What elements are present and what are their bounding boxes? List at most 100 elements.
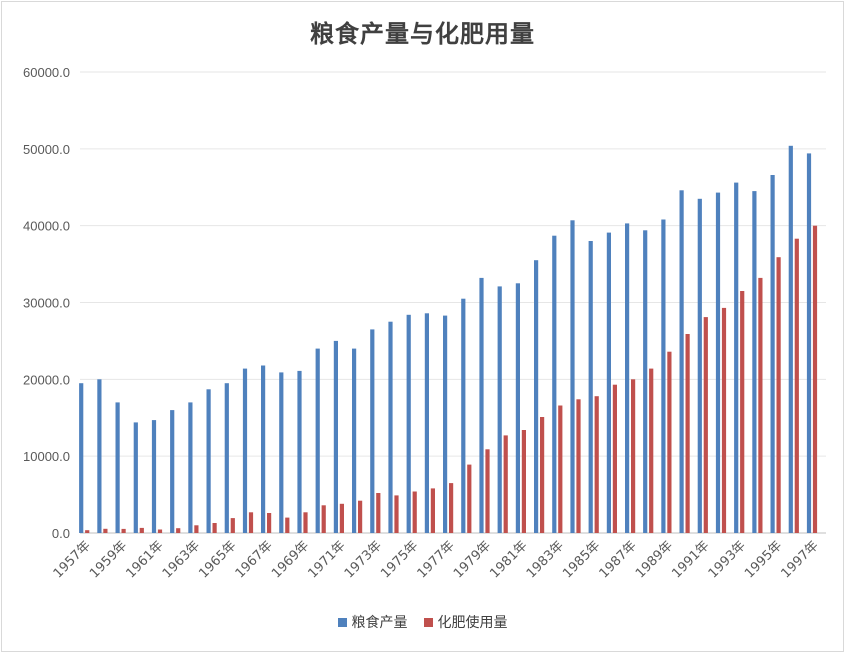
bar-series-2 bbox=[794, 238, 799, 533]
bar-series-2 bbox=[685, 334, 690, 533]
x-tick-label: 1987年 bbox=[597, 538, 640, 581]
bar-series-1 bbox=[279, 372, 284, 533]
bar-series-2 bbox=[176, 528, 181, 533]
bar-series-1 bbox=[443, 315, 448, 533]
bar-series-1 bbox=[133, 422, 138, 533]
bar-series-2 bbox=[703, 317, 708, 533]
bar-series-2 bbox=[303, 512, 308, 533]
bar-series-1 bbox=[479, 277, 484, 533]
bar-series-2 bbox=[321, 505, 326, 533]
bar-series-1 bbox=[151, 420, 157, 533]
bar-series-2 bbox=[394, 495, 399, 533]
x-tick-label: 1991年 bbox=[669, 538, 712, 581]
bar-series-2 bbox=[594, 396, 599, 533]
bar-series-1 bbox=[315, 348, 320, 533]
y-tick-label: 30000.0 bbox=[23, 296, 70, 311]
legend-swatch-series-2 bbox=[423, 617, 433, 627]
bar-series-1 bbox=[333, 340, 338, 533]
x-tick-label: 1997年 bbox=[779, 538, 822, 581]
x-tick-label: 1967年 bbox=[233, 538, 276, 581]
x-tick-label: 1965年 bbox=[196, 538, 239, 581]
x-tick-label: 1975年 bbox=[378, 538, 421, 581]
y-tick-label: 0.0 bbox=[52, 526, 70, 541]
x-tick-label: 1993年 bbox=[706, 538, 749, 581]
y-tick-label: 40000.0 bbox=[23, 219, 70, 234]
chart-title: 粮食产量与化肥用量 bbox=[310, 20, 535, 48]
bar-series-2 bbox=[157, 529, 163, 533]
x-axis: 1957年1959年1961年1963年1965年1967年1969年1971年… bbox=[51, 538, 822, 581]
x-tick-label: 1989年 bbox=[633, 538, 676, 581]
x-tick-label: 1959年 bbox=[87, 538, 130, 581]
bar-series-2 bbox=[339, 503, 344, 533]
x-tick-label: 1995年 bbox=[742, 538, 785, 581]
y-axis: 0.0 10000.0 20000.0 30000.0 40000.0 50000.0 60… bbox=[23, 65, 70, 541]
bar-series-1 bbox=[206, 389, 211, 533]
bar-series-1 bbox=[388, 321, 393, 533]
bar-series-1 bbox=[406, 314, 411, 533]
y-tick-label: 10000.0 bbox=[23, 449, 70, 464]
bar-series-1 bbox=[79, 383, 84, 533]
legend: 粮食产量 化肥使用量 bbox=[0, 612, 845, 632]
bar-series-2 bbox=[430, 488, 435, 533]
bar-series-1 bbox=[515, 283, 520, 533]
y-tick-label: 20000.0 bbox=[23, 372, 70, 387]
bar-series-1 bbox=[424, 313, 429, 533]
x-tick-label: 1957年 bbox=[51, 538, 94, 581]
bars bbox=[79, 145, 818, 534]
bar-series-2 bbox=[576, 399, 581, 533]
bar-series-2 bbox=[103, 528, 108, 533]
bar-series-1 bbox=[188, 402, 193, 533]
bar-series-2 bbox=[194, 525, 199, 533]
x-tick-label: 1961年 bbox=[124, 538, 167, 581]
bar-series-2 bbox=[230, 518, 235, 533]
bar-series-2 bbox=[85, 530, 90, 533]
bar-series-1 bbox=[170, 410, 175, 533]
x-tick-label: 1981年 bbox=[487, 538, 530, 581]
bar-series-2 bbox=[540, 417, 545, 533]
bar-series-1 bbox=[261, 365, 266, 533]
bar-series-2 bbox=[558, 405, 563, 533]
y-tick-label: 60000.0 bbox=[23, 65, 70, 80]
bar-series-1 bbox=[625, 223, 630, 533]
bar-series-1 bbox=[734, 182, 739, 533]
bar-series-2 bbox=[121, 528, 126, 533]
bar-series-1 bbox=[115, 402, 120, 533]
bar-series-1 bbox=[461, 298, 466, 533]
bar-series-2 bbox=[358, 500, 363, 533]
legend-label-series-1: 粮食产量 bbox=[351, 615, 408, 631]
bar-series-1 bbox=[606, 232, 611, 533]
bar-series-2 bbox=[485, 449, 490, 533]
bar-series-2 bbox=[740, 291, 745, 533]
bar-series-2 bbox=[667, 351, 672, 533]
bar-series-2 bbox=[758, 277, 763, 533]
bar-series-1 bbox=[697, 198, 702, 534]
bar-series-2 bbox=[521, 430, 526, 533]
bar-series-1 bbox=[534, 260, 539, 533]
x-tick-label: 1963年 bbox=[160, 538, 203, 581]
legend-label-series-2: 化肥使用量 bbox=[437, 615, 508, 631]
bar-series-1 bbox=[715, 192, 721, 533]
x-tick-label: 1983年 bbox=[524, 538, 567, 581]
bar-series-2 bbox=[631, 379, 636, 533]
bar-series-1 bbox=[806, 153, 812, 533]
bar-series-2 bbox=[812, 225, 818, 533]
bar-series-1 bbox=[752, 191, 757, 533]
x-tick-label: 1971年 bbox=[305, 538, 348, 581]
bar-series-1 bbox=[552, 235, 557, 533]
bar-series-2 bbox=[612, 384, 617, 533]
bar-series-1 bbox=[242, 368, 248, 533]
legend-swatch-series-1 bbox=[337, 617, 347, 627]
bar-series-1 bbox=[224, 383, 229, 533]
bar-series-1 bbox=[661, 219, 666, 533]
x-tick-label: 1977年 bbox=[415, 538, 458, 581]
x-tick-label: 1979年 bbox=[451, 538, 494, 581]
bar-series-2 bbox=[376, 493, 381, 533]
legend-item-series-2: 化肥使用量 bbox=[423, 612, 508, 632]
bar-series-1 bbox=[770, 175, 775, 533]
bar-series-1 bbox=[370, 329, 375, 533]
y-tick-label: 50000.0 bbox=[23, 142, 70, 157]
legend-item-series-1: 粮食产量 bbox=[337, 612, 408, 632]
bar-series-2 bbox=[285, 517, 290, 533]
